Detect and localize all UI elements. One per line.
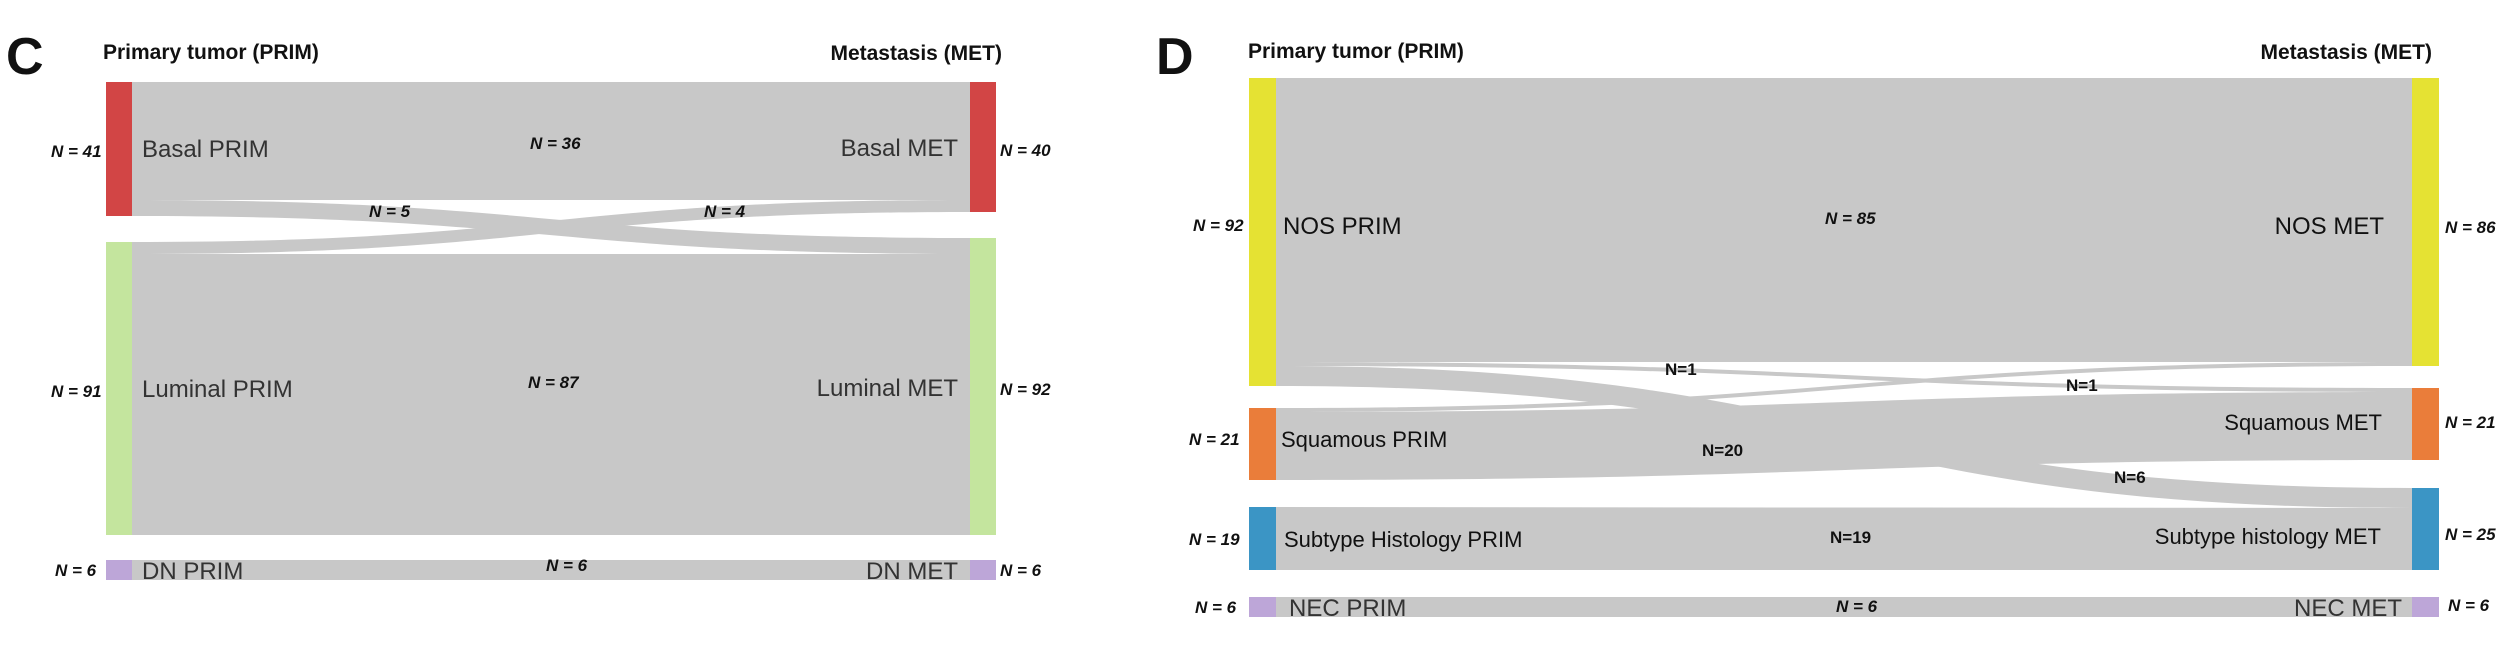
n-basal-met: N = 40 <box>1000 141 1051 160</box>
panel-letter-d: D <box>1156 28 1194 86</box>
flow-label-squamous-nos: N=1 <box>2066 376 2098 395</box>
node-subtype-met <box>2412 488 2439 570</box>
panel-c-flows <box>132 82 970 580</box>
panel-c-right-header: Metastasis (MET) <box>830 42 1002 65</box>
label-luminal-prim: Luminal PRIM <box>142 376 293 403</box>
node-luminal-prim <box>106 242 132 535</box>
node-dn-prim <box>106 560 132 580</box>
n-nos-prim: N = 92 <box>1193 216 1244 235</box>
n-dn-prim: N = 6 <box>55 561 97 580</box>
node-nec-prim <box>1249 597 1276 617</box>
panel-d-right-header: Metastasis (MET) <box>2260 41 2432 64</box>
node-subtype-prim <box>1249 507 1276 570</box>
flow-nec-to-nec <box>1276 597 2412 617</box>
flow-label-nos-nos: N = 85 <box>1825 209 1876 228</box>
node-squamous-met <box>2412 388 2439 460</box>
label-luminal-met: Luminal MET <box>817 375 959 402</box>
label-squamous-prim: Squamous PRIM <box>1281 427 1447 452</box>
flow-dn-to-dn <box>132 560 970 580</box>
flow-label-nec-nec: N = 6 <box>1836 597 1878 616</box>
flow-label-luminal-luminal: N = 87 <box>528 373 580 392</box>
node-squamous-prim <box>1249 408 1276 480</box>
n-nos-met: N = 86 <box>2445 218 2496 237</box>
flow-label-luminal-basal: N = 4 <box>704 202 746 221</box>
flow-squamous-to-squamous <box>1276 392 2412 480</box>
n-luminal-prim: N = 91 <box>51 382 102 401</box>
label-nec-prim: NEC PRIM <box>1289 595 1406 622</box>
label-nos-met: NOS MET <box>2275 213 2385 240</box>
flow-nos-to-nos <box>1276 78 2412 362</box>
n-squamous-met: N = 21 <box>2445 413 2496 432</box>
n-squamous-prim: N = 21 <box>1189 430 1240 449</box>
label-subtype-met: Subtype histology MET <box>2155 524 2381 549</box>
n-nec-met: N = 6 <box>2448 596 2490 615</box>
flow-label-nos-subtype: N=6 <box>2114 468 2146 487</box>
node-nec-met <box>2412 597 2439 617</box>
flow-label-dn-dn: N = 6 <box>546 556 588 575</box>
label-dn-met: DN MET <box>866 558 958 585</box>
n-luminal-met: N = 92 <box>1000 380 1051 399</box>
node-basal-prim <box>106 82 132 216</box>
flow-label-basal-basal: N = 36 <box>530 134 581 153</box>
flow-label-subtype-subtype: N=19 <box>1830 528 1871 547</box>
flow-label-squamous-squamous: N=20 <box>1702 441 1743 460</box>
label-basal-met: Basal MET <box>841 135 959 162</box>
flow-squamous-to-nos <box>1276 362 2412 412</box>
label-dn-prim: DN PRIM <box>142 558 243 585</box>
panel-c-left-header: Primary tumor (PRIM) <box>103 41 319 64</box>
flow-luminal-to-luminal <box>132 254 970 535</box>
node-luminal-met <box>970 238 996 535</box>
panel-letter-c: C <box>6 28 44 86</box>
flow-nos-to-squamous <box>1276 362 2412 392</box>
n-subtype-met: N = 25 <box>2445 525 2496 544</box>
node-dn-met <box>970 560 996 580</box>
panel-d: D Primary tumor (PRIM) Metastasis (MET) … <box>1156 28 2496 622</box>
flow-basal-to-basal <box>132 82 970 200</box>
flow-label-basal-luminal: N = 5 <box>369 202 411 221</box>
label-basal-prim: Basal PRIM <box>142 136 269 163</box>
node-nos-prim <box>1249 78 1276 386</box>
flow-subtype-to-subtype <box>1276 507 2412 570</box>
label-subtype-prim: Subtype Histology PRIM <box>1284 527 1522 552</box>
label-nos-prim: NOS PRIM <box>1283 213 1402 240</box>
label-nec-met: NEC MET <box>2294 595 2402 622</box>
label-squamous-met: Squamous MET <box>2224 410 2382 435</box>
flow-label-nos-squamous: N=1 <box>1665 360 1697 379</box>
n-basal-prim: N = 41 <box>51 142 102 161</box>
n-subtype-prim: N = 19 <box>1189 530 1240 549</box>
panel-c: C Primary tumor (PRIM) Metastasis (MET) … <box>6 28 1051 585</box>
node-nos-met <box>2412 78 2439 366</box>
n-dn-met: N = 6 <box>1000 561 1042 580</box>
node-basal-met <box>970 82 996 212</box>
panel-d-flows <box>1276 78 2412 617</box>
panel-d-left-header: Primary tumor (PRIM) <box>1248 40 1464 63</box>
n-nec-prim: N = 6 <box>1195 598 1237 617</box>
flow-luminal-to-basal <box>132 200 970 254</box>
